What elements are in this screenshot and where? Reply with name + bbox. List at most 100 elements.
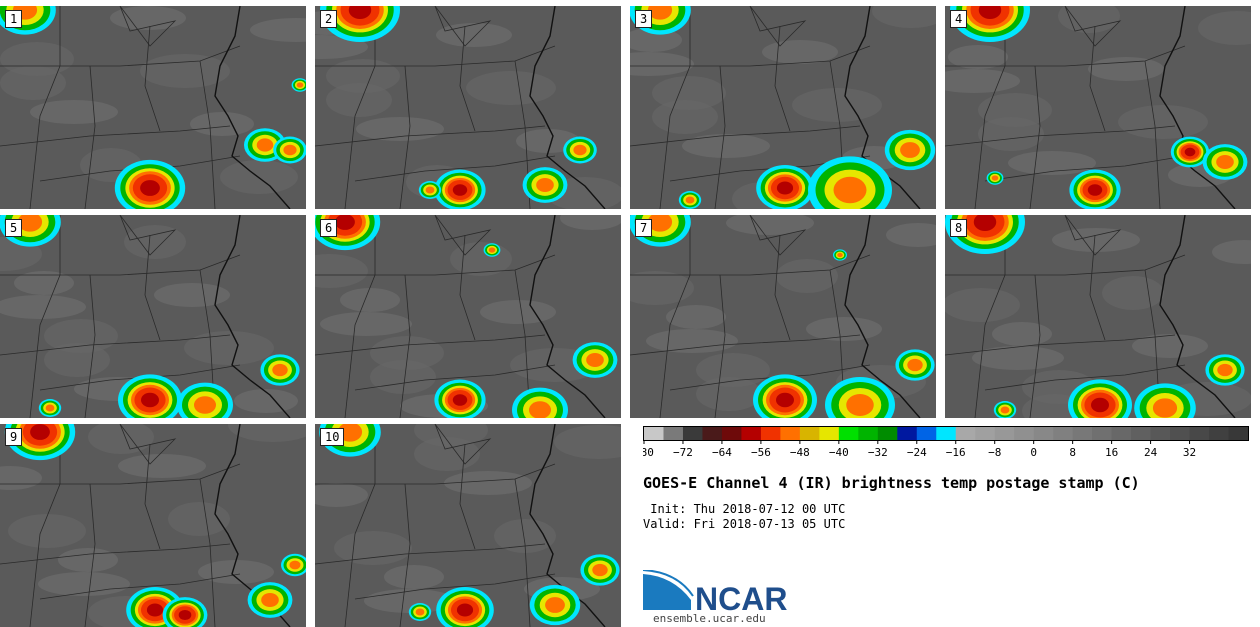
coastline: [214, 215, 291, 418]
cloud-texture: [972, 346, 1064, 370]
state-border: [1029, 65, 1041, 209]
colorbar-swatch: [721, 427, 742, 440]
storm-cell: [1217, 363, 1233, 377]
state-border: [945, 125, 1176, 147]
storm-cell: [283, 144, 297, 156]
cloud-texture: [978, 93, 1052, 127]
storm-cell: [907, 358, 923, 372]
storm-cell: [973, 215, 997, 231]
state-border: [84, 274, 96, 418]
storm-cell: [685, 196, 695, 204]
cloud-texture: [872, 6, 936, 28]
state-border: [144, 25, 161, 132]
state-border: [434, 215, 492, 256]
state-border: [774, 234, 791, 341]
cloud-texture: [436, 23, 512, 47]
storm-cell: [335, 215, 355, 230]
colorbar-tick-label: 24: [1144, 446, 1158, 459]
cloud-texture: [466, 71, 556, 105]
panel-label: 7: [635, 219, 653, 237]
panel-label: 9: [5, 428, 23, 446]
state-border: [984, 155, 1186, 182]
state-border: [315, 463, 556, 485]
cloud-texture: [414, 437, 480, 471]
storm-cell: [776, 392, 794, 408]
colorbar-swatch: [955, 427, 976, 440]
state-border: [659, 6, 691, 209]
cloud-texture: [228, 424, 306, 442]
storm-cell: [452, 184, 468, 196]
storm-cell: [178, 609, 192, 621]
cloud-texture: [38, 572, 130, 596]
state-border: [144, 234, 161, 341]
storm-cell: [272, 363, 288, 377]
state-border: [459, 443, 476, 550]
colorbar-swatch: [858, 427, 879, 440]
colorbar-tick-label: −24: [907, 446, 927, 459]
storm-cell: [348, 6, 372, 19]
colorbar-tick-label: 32: [1183, 446, 1196, 459]
state-border: [1064, 6, 1122, 47]
storm-cell: [1091, 397, 1109, 413]
storm-cell: [586, 352, 604, 368]
state-border: [984, 364, 1186, 391]
colorbar-frame: [643, 426, 1249, 441]
state-border: [774, 25, 791, 132]
cloud-texture: [444, 471, 532, 495]
colorbar-swatch: [1170, 427, 1191, 440]
colorbar-swatch: [819, 427, 840, 440]
storm-cell: [776, 181, 794, 195]
cloud-texture: [630, 271, 694, 305]
cloud-texture: [44, 343, 110, 377]
cloud-texture: [370, 336, 444, 370]
state-border: [630, 45, 871, 67]
state-border: [344, 215, 376, 418]
panel-label: 5: [5, 219, 23, 237]
cloud-texture: [1132, 334, 1208, 358]
state-border: [1089, 234, 1106, 341]
colorbar-swatch: [1189, 427, 1210, 440]
ensemble-panel: 8: [945, 215, 1251, 418]
colorbar-tick-label: 0: [1030, 446, 1037, 459]
colorbar-tick-label: −72: [673, 446, 693, 459]
cloud-texture: [992, 322, 1052, 346]
ensemble-panel: 6: [315, 215, 621, 418]
state-border: [630, 254, 871, 276]
colorbar-swatch: [975, 427, 996, 440]
storm-cell: [289, 560, 301, 570]
state-border: [749, 6, 807, 47]
cloud-texture: [696, 377, 762, 411]
cloud-texture: [198, 560, 274, 584]
storm-cell: [146, 603, 164, 617]
colorbar-swatch: [838, 427, 859, 440]
state-border: [354, 364, 556, 391]
ncar-logo: NCAR: [643, 570, 787, 617]
ensemble-panel: 3: [630, 6, 936, 209]
cloud-texture: [334, 531, 412, 565]
storm-cell: [425, 186, 435, 194]
colorbar-swatch: [741, 427, 762, 440]
state-border: [659, 215, 691, 418]
storm-cell: [1000, 406, 1010, 414]
cloud-texture: [154, 283, 230, 307]
state-border: [315, 254, 556, 276]
panel-label: 4: [950, 10, 968, 28]
cloud-texture: [168, 502, 230, 536]
cloud-texture: [886, 223, 936, 247]
panel-label: 1: [5, 10, 23, 28]
state-border: [119, 215, 177, 256]
state-border: [119, 424, 177, 465]
cloud-texture: [190, 112, 254, 136]
cloud-texture: [1052, 228, 1140, 252]
colorbar-tick-label: −80: [643, 446, 654, 459]
colorbar-tick-label: 8: [1069, 446, 1076, 459]
storm-cell: [991, 175, 999, 181]
storm-cell: [488, 247, 496, 253]
colorbar-swatch: [663, 427, 684, 440]
state-border: [945, 254, 1186, 276]
state-border: [344, 424, 376, 627]
colorbar-tick-label: −64: [712, 446, 732, 459]
colorbar-swatch: [916, 427, 937, 440]
coastline: [1159, 6, 1236, 209]
